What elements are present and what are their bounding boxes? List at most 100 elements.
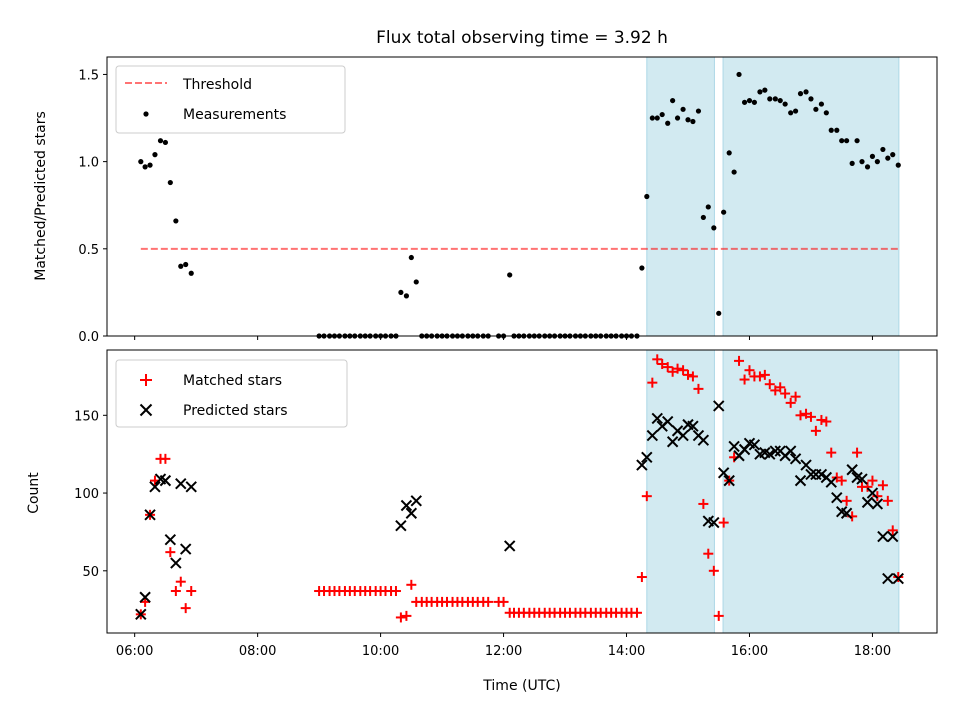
matched-star-point bbox=[785, 397, 796, 408]
matched-star-point bbox=[780, 388, 791, 399]
measurement-point bbox=[757, 89, 763, 95]
matched-star-point bbox=[390, 586, 401, 597]
predicted-star-point bbox=[651, 412, 663, 425]
measurement-point bbox=[803, 89, 809, 95]
measurement-point bbox=[711, 225, 717, 231]
matched-star-point bbox=[893, 572, 904, 583]
matched-star-point bbox=[170, 586, 181, 597]
x-tick-label: 18:00 bbox=[854, 644, 891, 659]
shaded-interval-1 bbox=[646, 57, 715, 336]
predicted-star-point bbox=[405, 507, 418, 519]
measurement-point bbox=[890, 152, 896, 158]
measurement-point bbox=[649, 115, 655, 121]
measurement-point bbox=[885, 155, 891, 161]
measurement-point bbox=[762, 87, 768, 93]
predicted-star-point bbox=[840, 507, 853, 519]
x-tick-label: 10:00 bbox=[362, 644, 399, 659]
x-axis-label: Time (UTC) bbox=[482, 678, 560, 694]
ratio-legend: Threshold Measurements bbox=[115, 65, 346, 134]
measurement-point bbox=[808, 96, 814, 102]
x-tick-label: 12:00 bbox=[485, 644, 522, 659]
measurement-point bbox=[849, 160, 855, 166]
matched-star-point bbox=[734, 355, 745, 366]
matched-star-point bbox=[180, 603, 191, 614]
matched-star-point bbox=[795, 410, 806, 421]
predicted-star-point bbox=[784, 445, 797, 457]
ratio-panel: 0.0 0.5 1.0 1.5 Matched/Predicted stars Thr… bbox=[33, 56, 938, 345]
matched-star-point bbox=[672, 363, 683, 374]
y-tick-label: 100 bbox=[74, 487, 99, 502]
measurement-point bbox=[700, 214, 706, 221]
predicted-star-point bbox=[717, 467, 730, 479]
predicted-legend-marker bbox=[139, 403, 153, 417]
measurement-point bbox=[162, 139, 169, 146]
ratio-y-ticks: 0.0 0.5 1.0 1.5 bbox=[78, 68, 107, 345]
observing-window-shades bbox=[646, 57, 900, 336]
matched-star-point bbox=[816, 414, 827, 425]
predicted-legend-label: Predicted stars bbox=[183, 403, 288, 419]
matched-star-point bbox=[687, 371, 698, 382]
count-points bbox=[135, 354, 904, 623]
matched-star-point bbox=[693, 383, 704, 394]
predicted-star-point bbox=[185, 481, 197, 493]
predicted-star-point bbox=[713, 400, 725, 412]
matched-star-point bbox=[877, 480, 888, 491]
y-tick-label: 1.0 bbox=[78, 156, 99, 171]
measurement-point bbox=[408, 254, 414, 261]
measurement-point bbox=[788, 110, 794, 116]
y-tick-label: 0.0 bbox=[78, 330, 99, 345]
measurement-point bbox=[859, 159, 865, 165]
matched-star-point bbox=[703, 548, 714, 559]
matched-star-point bbox=[867, 475, 878, 486]
predicted-star-point bbox=[662, 415, 674, 428]
measurement-point bbox=[746, 97, 753, 104]
predicted-star-point bbox=[805, 468, 817, 481]
predicted-star-point bbox=[800, 459, 812, 471]
measurement-point bbox=[507, 272, 513, 278]
measurement-point bbox=[834, 127, 840, 133]
measurement-point bbox=[152, 152, 158, 158]
measurement-point bbox=[188, 270, 194, 276]
matched-star-point bbox=[678, 365, 689, 376]
matched-star-point bbox=[744, 365, 755, 376]
count-legend-frame bbox=[115, 359, 348, 428]
measurement-point bbox=[147, 162, 153, 168]
predicted-star-point bbox=[395, 520, 407, 532]
predicted-star-point bbox=[636, 459, 648, 471]
predicted-star-point bbox=[856, 473, 868, 485]
predicted-star-point bbox=[135, 608, 147, 621]
measurement-point bbox=[178, 263, 184, 269]
matched-star-point bbox=[641, 491, 652, 502]
matched-star-point bbox=[657, 358, 668, 369]
measurement-point bbox=[880, 146, 886, 153]
matched-star-point bbox=[401, 610, 412, 621]
ratio-x-ticks bbox=[134, 336, 873, 340]
matched-star-point bbox=[852, 447, 863, 458]
y-tick-label: 150 bbox=[74, 409, 99, 424]
measurement-point bbox=[654, 115, 660, 121]
measurement-point bbox=[674, 115, 681, 121]
predicted-star-point bbox=[179, 543, 192, 555]
measurement-point bbox=[854, 138, 860, 144]
y-tick-label: 0.5 bbox=[78, 243, 99, 258]
matched-star-point bbox=[165, 547, 176, 558]
matched-star-point bbox=[754, 371, 765, 382]
predicted-star-point bbox=[159, 474, 172, 487]
measurement-point bbox=[895, 162, 901, 168]
measurement-point bbox=[659, 111, 665, 118]
count-x-ticks: 06:00 08:00 10:00 12:00 14:00 16:00 18:00 bbox=[116, 633, 891, 659]
count-y-axis-label: Count bbox=[26, 472, 42, 514]
measurement-point bbox=[828, 127, 834, 133]
ratio-y-axis-label: Matched/Predicted stars bbox=[33, 111, 49, 281]
measurement-point bbox=[142, 164, 148, 170]
predicted-star-point bbox=[825, 476, 837, 488]
measurement-point bbox=[644, 193, 650, 200]
predicted-star-point bbox=[748, 439, 761, 451]
matched-star-point bbox=[708, 565, 719, 576]
chart-title: Flux total observing time = 3.92 h bbox=[376, 28, 668, 48]
measurement-point bbox=[639, 265, 645, 271]
count-panel: 50 100 150 06:00 08:00 10:00 12:00 14:00 16:00 1… bbox=[26, 349, 938, 694]
measurement-point bbox=[772, 96, 778, 102]
predicted-star-point bbox=[687, 420, 699, 432]
